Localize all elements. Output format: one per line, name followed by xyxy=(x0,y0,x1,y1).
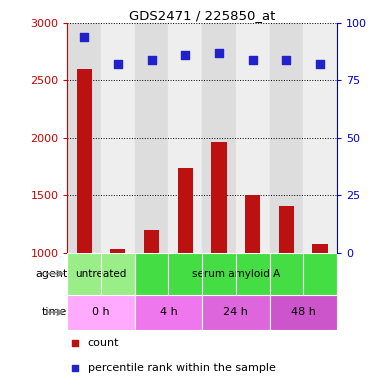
Bar xyxy=(77,69,92,253)
Bar xyxy=(67,295,135,330)
Bar xyxy=(178,168,193,253)
Text: 48 h: 48 h xyxy=(291,307,316,317)
Title: GDS2471 / 225850_at: GDS2471 / 225850_at xyxy=(129,9,275,22)
Bar xyxy=(303,23,337,253)
Bar xyxy=(202,23,236,253)
Point xyxy=(249,57,256,63)
Bar xyxy=(211,142,226,253)
Point xyxy=(273,10,279,17)
Point xyxy=(149,57,155,63)
Bar xyxy=(67,23,101,253)
Bar xyxy=(135,23,169,253)
Bar xyxy=(245,195,260,253)
Bar xyxy=(135,295,202,330)
Text: 24 h: 24 h xyxy=(223,307,248,317)
Point xyxy=(115,61,121,68)
Bar xyxy=(67,253,135,295)
Text: 4 h: 4 h xyxy=(159,307,177,317)
Text: untreated: untreated xyxy=(75,269,127,279)
Point xyxy=(216,50,222,56)
Bar xyxy=(135,253,337,295)
Bar xyxy=(270,23,303,253)
Point xyxy=(283,57,290,63)
Text: serum amyloid A: serum amyloid A xyxy=(192,269,280,279)
Bar xyxy=(270,295,337,330)
Text: time: time xyxy=(42,307,67,317)
Text: count: count xyxy=(88,338,119,348)
Text: 0 h: 0 h xyxy=(92,307,110,317)
Point xyxy=(182,52,188,58)
Bar xyxy=(101,23,135,253)
Text: agent: agent xyxy=(35,269,67,279)
Bar xyxy=(236,23,270,253)
Point xyxy=(81,34,87,40)
Bar xyxy=(313,243,328,253)
Point xyxy=(317,61,323,68)
Text: percentile rank within the sample: percentile rank within the sample xyxy=(88,362,275,372)
Point xyxy=(273,238,279,244)
Bar xyxy=(144,230,159,253)
Bar xyxy=(279,206,294,253)
Bar xyxy=(202,295,270,330)
Bar xyxy=(110,249,126,253)
Bar xyxy=(169,23,202,253)
